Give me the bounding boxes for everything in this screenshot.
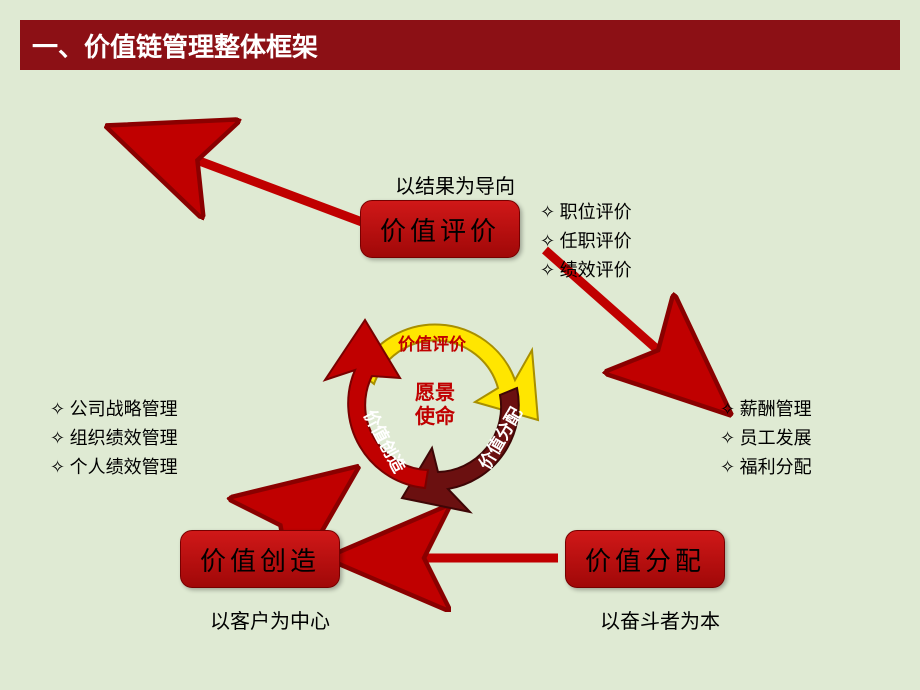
bullets-left: 公司战略管理 组织绩效管理 个人绩效管理 [50, 395, 178, 481]
box-right: 价值分配 [565, 530, 725, 588]
caption-top: 以结果为导向 [395, 170, 515, 199]
bullet-item: 个人绩效管理 [50, 453, 178, 482]
bullet-item: 职位评价 [540, 198, 632, 227]
cycle-center: 愿景 使命 [415, 381, 455, 429]
bullet-item: 组织绩效管理 [50, 424, 178, 453]
caption-right: 以奋斗者为本 [600, 605, 720, 634]
arrow-top-to-upperleft [130, 135, 370, 225]
center-line1: 愿景 [415, 381, 455, 405]
bullets-right: 薪酬管理 员工发展 福利分配 [720, 395, 812, 481]
box-top-label: 价值评价 [380, 211, 500, 248]
bullets-top: 职位评价 任职评价 绩效评价 [540, 198, 632, 284]
bullet-item: 公司战略管理 [50, 395, 178, 424]
box-left: 价值创造 [180, 530, 340, 588]
center-line2: 使命 [415, 405, 455, 429]
box-top: 价值评价 [360, 200, 520, 258]
bullet-item: 福利分配 [720, 453, 812, 482]
cycle-ring: 愿景 使命 价值评价 价值分配 价值创造 [310, 280, 560, 530]
bullet-item: 员工发展 [720, 424, 812, 453]
arc-label-top: 价值评价 [398, 330, 466, 355]
box-left-label: 价值创造 [200, 541, 320, 578]
bullet-item: 薪酬管理 [720, 395, 812, 424]
caption-left: 以客户为中心 [210, 605, 330, 634]
box-right-label: 价值分配 [585, 541, 705, 578]
bullet-item: 任职评价 [540, 227, 632, 256]
